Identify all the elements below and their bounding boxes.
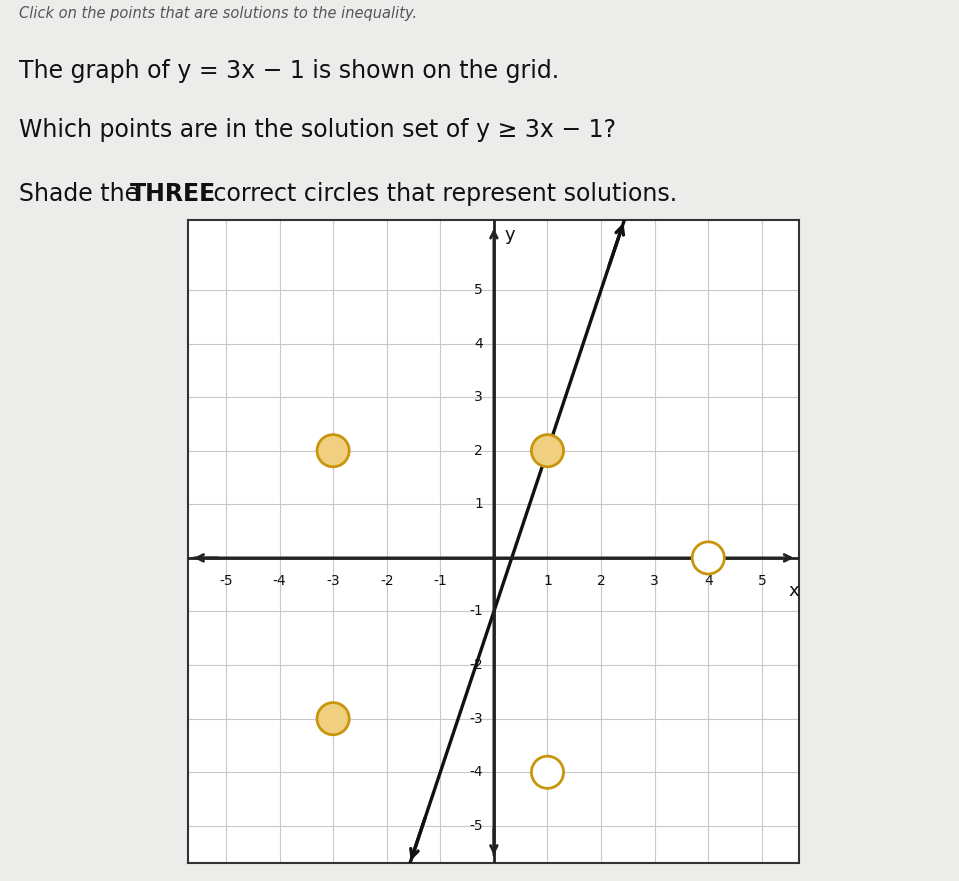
Text: x: x: [788, 582, 799, 600]
Text: The graph of y = 3x − 1 is shown on the grid.: The graph of y = 3x − 1 is shown on the …: [19, 59, 559, 83]
Text: Which points are in the solution set of y ≥ 3x − 1?: Which points are in the solution set of …: [19, 118, 617, 143]
Text: 1: 1: [543, 574, 552, 588]
Text: 3: 3: [650, 574, 659, 588]
Text: Click on the points that are solutions to the inequality.: Click on the points that are solutions t…: [19, 6, 417, 21]
Text: -5: -5: [219, 574, 233, 588]
Text: 1: 1: [475, 497, 483, 511]
Circle shape: [317, 434, 349, 467]
Text: Shade the: Shade the: [19, 181, 147, 206]
Text: -4: -4: [272, 574, 287, 588]
Text: 3: 3: [475, 390, 483, 404]
Circle shape: [692, 542, 724, 574]
Text: -2: -2: [380, 574, 393, 588]
Text: -2: -2: [470, 658, 483, 672]
Text: -3: -3: [326, 574, 339, 588]
Circle shape: [531, 434, 564, 467]
Circle shape: [317, 703, 349, 735]
Text: 4: 4: [475, 337, 483, 351]
Text: 5: 5: [475, 283, 483, 297]
Text: -5: -5: [470, 818, 483, 833]
Text: correct circles that represent solutions.: correct circles that represent solutions…: [206, 181, 677, 206]
Text: y: y: [504, 226, 515, 244]
Circle shape: [531, 756, 564, 788]
Text: -1: -1: [469, 604, 483, 618]
Text: 2: 2: [475, 444, 483, 458]
Text: THREE: THREE: [129, 181, 216, 206]
Text: -4: -4: [470, 766, 483, 780]
Text: -1: -1: [433, 574, 447, 588]
Text: 2: 2: [596, 574, 605, 588]
Text: -3: -3: [470, 712, 483, 726]
Text: 5: 5: [758, 574, 766, 588]
Text: 4: 4: [704, 574, 713, 588]
